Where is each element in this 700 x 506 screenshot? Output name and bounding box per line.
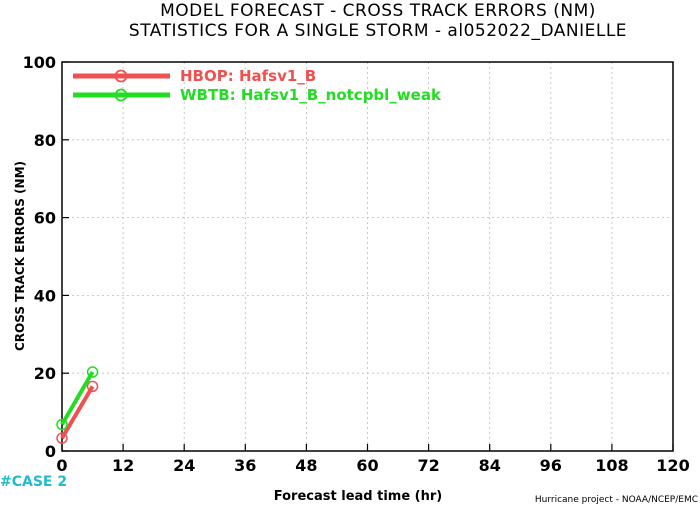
chart-subtitle: STATISTICS FOR A SINGLE STORM - al052022… xyxy=(129,21,627,41)
x-tick-label: 48 xyxy=(295,456,317,475)
x-tick-label: 36 xyxy=(234,456,256,475)
x-tick-label: 12 xyxy=(112,456,134,475)
chart-title: MODEL FORECAST - CROSS TRACK ERRORS (NM) xyxy=(160,1,596,21)
x-axis-ticks: 0 12 24 36 48 60 72 84 96 108 120 xyxy=(56,444,690,475)
x-tick-label: 72 xyxy=(417,456,439,475)
y-axis-label: CROSS TRACK ERRORS (NM) xyxy=(13,161,27,351)
x-tick-label: 60 xyxy=(356,456,378,475)
series-point xyxy=(86,366,99,378)
x-tick-label: 108 xyxy=(595,456,628,475)
y-tick-label: 40 xyxy=(34,286,56,305)
x-tick-label: 120 xyxy=(656,456,689,475)
series-layer xyxy=(56,366,99,444)
grid xyxy=(62,62,673,451)
y-tick-label: 60 xyxy=(34,209,56,228)
x-tick-label: 24 xyxy=(173,456,195,475)
x-tick-label: 84 xyxy=(479,456,501,475)
series-point xyxy=(86,380,99,393)
x-axis-label: Forecast lead time (hr) xyxy=(274,489,442,504)
legend-label: WBTB: Hafsv1_B_notcpbl_weak xyxy=(180,86,442,104)
series-line xyxy=(60,371,95,426)
credit-text: Hurricane project - NOAA/NCEP/EMC xyxy=(535,495,698,505)
y-axis-ticks: 0 20 40 60 80 100 xyxy=(23,53,69,461)
legend-swatch-marker xyxy=(114,88,128,102)
series-point xyxy=(56,418,68,431)
legend-swatch-marker xyxy=(114,69,128,83)
y-tick-label: 100 xyxy=(23,53,56,72)
y-tick-label: 80 xyxy=(34,131,56,150)
case-label: #CASE 2 xyxy=(0,474,67,490)
legend-label: HBOP: Hafsv1_B xyxy=(180,67,316,85)
x-tick-label: 96 xyxy=(540,456,562,475)
y-tick-label: 20 xyxy=(34,364,56,383)
series-point xyxy=(56,432,68,444)
series-line xyxy=(60,385,95,440)
y-tick-label: 0 xyxy=(45,442,56,461)
x-tick-label: 0 xyxy=(56,456,67,475)
